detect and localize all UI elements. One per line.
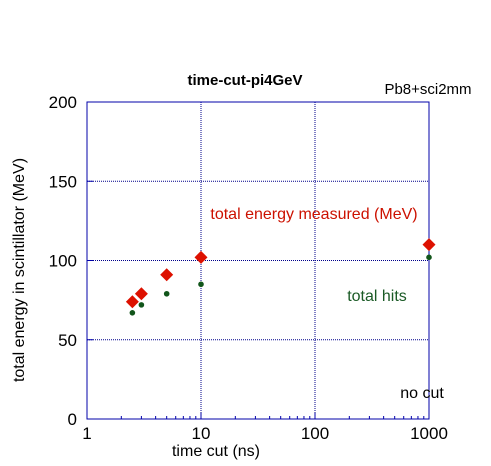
y-tick-label: 100 [49, 252, 77, 271]
x-ticks: 1 10 100 1000 [82, 413, 448, 443]
y-tick-label: 0 [68, 410, 77, 429]
no-cut-annotation: no cut [400, 385, 444, 402]
legend-hits-label: total hits [347, 288, 407, 305]
hits-point [129, 310, 136, 316]
hits-point [198, 281, 204, 288]
y-tick-label: 200 [49, 93, 77, 112]
x-tick-label: 1 [82, 424, 91, 443]
energy-point [134, 287, 148, 301]
y-axis-label: total energy in scintillator (MeV) [11, 158, 28, 382]
y-tick-label: 150 [49, 172, 77, 191]
legend-energy-label: total energy measured (MeV) [210, 206, 417, 223]
data-points [125, 238, 436, 316]
y-ticks: 0 50 100 150 200 [49, 93, 93, 429]
energy-point [125, 295, 139, 309]
hits-point [163, 290, 170, 297]
energy-point [194, 250, 208, 264]
chart-title: time-cut-pi4GeV [187, 72, 302, 89]
hits-point [138, 302, 145, 308]
x-axis-label: time cut (ns) [172, 443, 260, 460]
hits-point [426, 254, 432, 261]
energy-point [422, 238, 436, 252]
energy-point [160, 268, 174, 282]
x-tick-label: 10 [192, 424, 211, 443]
chart-subtitle: Pb8+sci2mm [384, 81, 471, 98]
x-tick-label: 100 [301, 424, 329, 443]
y-tick-label: 50 [58, 331, 77, 350]
grid [87, 102, 429, 419]
x-tick-label: 1000 [410, 424, 448, 443]
